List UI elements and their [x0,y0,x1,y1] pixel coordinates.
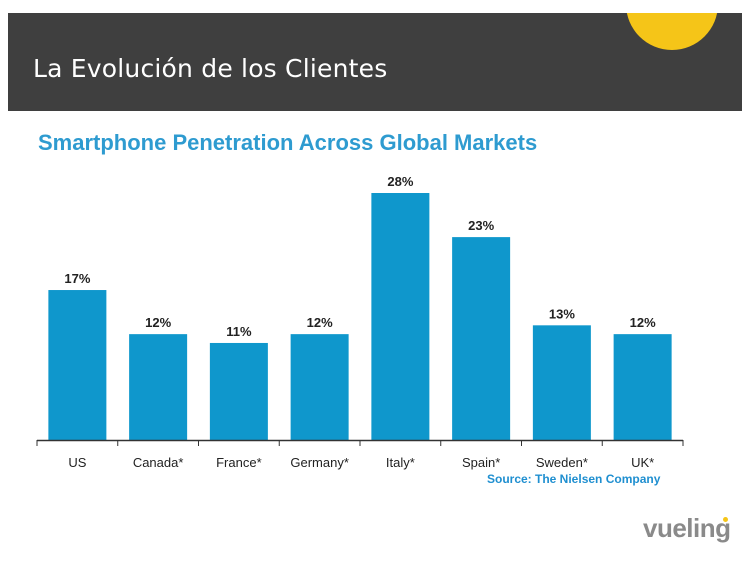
bar-value-label: 23% [468,218,494,233]
bar-value-label: 13% [549,306,575,321]
vueling-logo: vueling [643,513,731,543]
bar-germany [290,334,349,440]
slide-title: La Evolución de los Clientes [33,54,388,83]
logo-dot [723,517,728,522]
bar-value-label: 11% [226,324,252,339]
category-label: US [68,455,86,470]
category-label: Italy* [386,455,415,470]
category-label: Sweden* [536,455,588,470]
chart-title: Smartphone Penetration Across Global Mar… [38,130,538,155]
bar-spain [452,237,511,440]
category-label: France* [216,455,262,470]
bar-sweden [532,325,591,440]
category-label: Spain* [462,455,500,470]
category-label: Canada* [133,455,184,470]
bar-france [209,342,268,440]
bar-us [48,290,107,440]
bar-value-label: 12% [145,315,171,330]
bar-value-label: 28% [387,174,413,189]
bar-canada [129,334,188,440]
bar-value-label: 12% [307,315,333,330]
bar-value-label: 12% [630,315,656,330]
category-label: UK* [631,455,654,470]
bar-value-label: 17% [64,271,90,286]
header-bar: La Evolución de los Clientes [8,13,742,111]
category-label: Germany* [290,455,349,470]
bar-italy [371,193,430,440]
bar-uk [613,334,672,440]
source-note: Source: The Nielsen Company [487,472,661,486]
